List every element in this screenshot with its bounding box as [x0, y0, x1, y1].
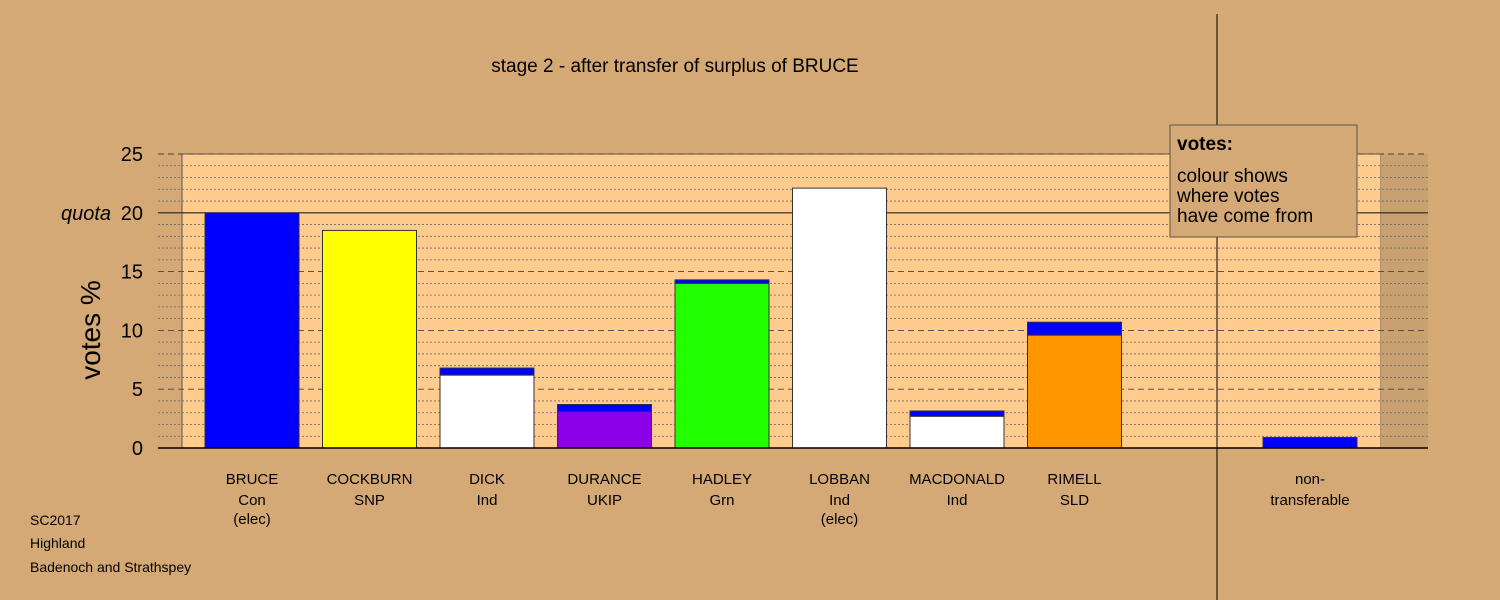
category-label-party: Grn [709, 492, 734, 509]
legend-line-3: have come from [1177, 206, 1313, 227]
legend-line-1: colour shows [1177, 166, 1288, 187]
footer-election: SC2017 [30, 512, 81, 528]
category-label-name: DICK [469, 471, 505, 488]
category-label-party: Ind [829, 492, 850, 509]
bar-segment-dick [439, 367, 535, 376]
y-tick-label: 20 [121, 203, 143, 225]
bar-segment-macdonald [909, 415, 1005, 449]
bar-segment-cockburn [322, 229, 417, 449]
category-label-party: UKIP [587, 492, 622, 509]
bar-segment-durance [557, 403, 652, 413]
y-tick-label: 25 [121, 144, 143, 166]
bar-segment-durance [557, 411, 652, 449]
category-label-party: Con [238, 492, 266, 509]
bar-segment-macdonald [909, 410, 1005, 417]
legend-box: votes: colour shows where votes have com… [1169, 124, 1358, 238]
legend-line-2: where votes [1176, 186, 1279, 207]
chart-title: stage 2 - after transfer of surplus of B… [491, 56, 859, 77]
bar-segment-lobban [792, 187, 887, 449]
bar-segment-hadley [674, 279, 770, 284]
bar-segment-rimell [1027, 321, 1122, 336]
category-label-name: RIMELL [1047, 471, 1101, 488]
bar-non-transferable [1262, 436, 1358, 449]
bar-segment-bruce [204, 212, 300, 449]
category-label-name: LOBBAN [809, 471, 870, 488]
y-tick-label: 10 [121, 320, 143, 342]
category-label-name: HADLEY [692, 471, 752, 488]
category-label-note: (elec) [821, 511, 859, 528]
legend-title: votes: [1177, 134, 1233, 155]
category-label-note: (elec) [233, 511, 271, 528]
category-label-party: Ind [947, 492, 968, 509]
axes: 0 5 10 15 20 25 [121, 14, 1428, 600]
category-label-name: COCKBURN [327, 471, 413, 488]
bar-segment-dick [439, 374, 535, 449]
footer-ward: Badenoch and Strathspey [30, 559, 192, 575]
category-label-non-transferable: non- [1295, 471, 1325, 488]
bar-segment-rimell [1027, 334, 1122, 449]
footer-council: Highland [30, 535, 86, 551]
bars [204, 187, 1358, 449]
y-tick-label: 15 [121, 262, 143, 284]
category-label-party: SNP [354, 492, 385, 509]
category-label-party: Ind [477, 492, 498, 509]
y-tick-label: 5 [132, 379, 143, 401]
y-tick-label: 0 [132, 438, 143, 460]
category-labels: BRUCE Con (elec) COCKBURN SNP DICK Ind DURANCE U… [226, 471, 1350, 528]
bar-segment-hadley [674, 282, 770, 449]
non-transferable-shaded-area [1381, 154, 1428, 448]
category-label-name: BRUCE [226, 471, 279, 488]
category-label-name: MACDONALD [909, 471, 1005, 488]
category-label-non-transferable: transferable [1270, 492, 1349, 509]
category-label-name: DURANCE [567, 471, 641, 488]
quota-label: quota [61, 203, 111, 225]
category-label-party: SLD [1060, 492, 1089, 509]
y-axis-label: votes % [75, 280, 106, 380]
